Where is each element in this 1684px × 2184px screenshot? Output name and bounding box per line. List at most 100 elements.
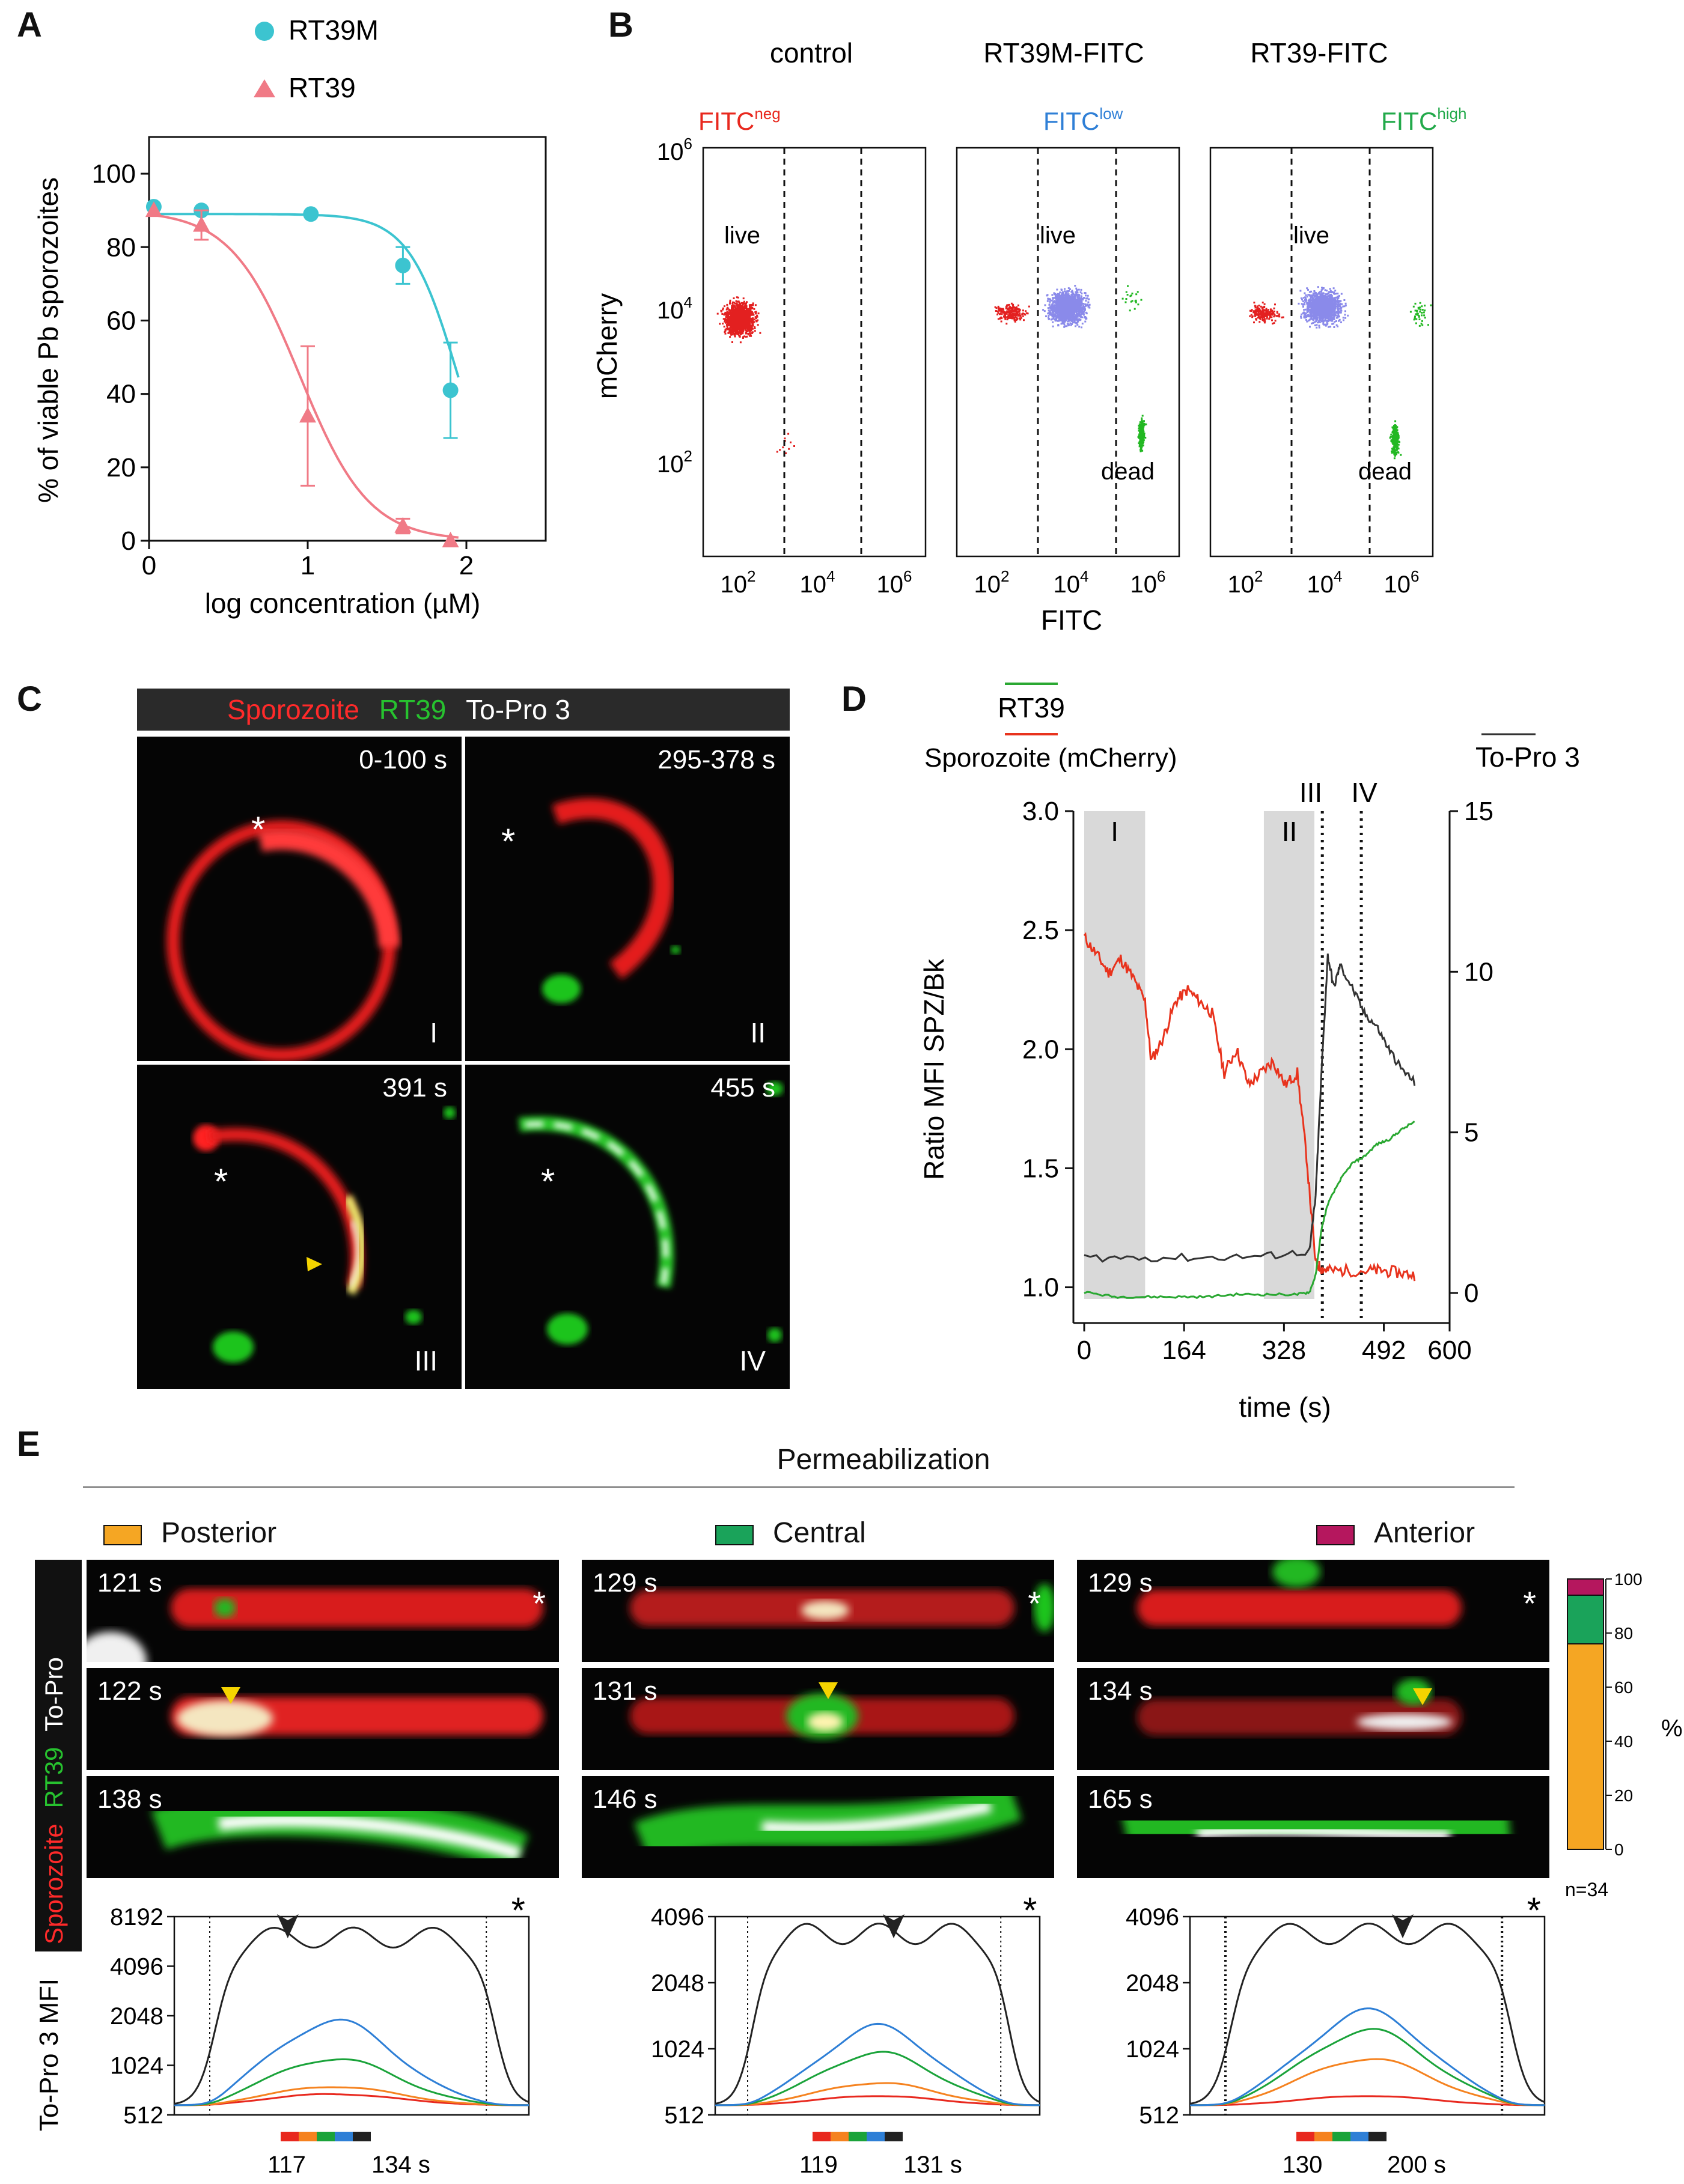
- frame-time: 122 s: [97, 1676, 162, 1706]
- bar-segment-central: [1567, 1595, 1604, 1644]
- panel-b-yticks: 106 104 102: [657, 135, 692, 478]
- micrograph-e-2-2: 131 s: [582, 1668, 1054, 1770]
- fitc-low-population: [1042, 285, 1091, 329]
- legend-swatch-anterior: [1316, 1525, 1355, 1545]
- header-topro: To-Pro 3: [466, 694, 570, 725]
- panel-d-ylabel: Ratio MFI SPZ/Bk: [918, 958, 950, 1180]
- panel-b-xlabel: FITC: [1041, 604, 1102, 636]
- bar-tick-label: 100: [1614, 1570, 1643, 1589]
- anterior-star: *: [501, 821, 516, 862]
- panel-b-flow-plots: control RT39M-FITC RT39-FITC FITCneg FIT…: [591, 37, 1466, 636]
- rt39-aggregate: [542, 975, 581, 1003]
- arrowhead-icon: [1392, 1914, 1414, 1938]
- time-scale-swatch: [867, 2132, 885, 2141]
- micrograph-c-frame-4: 455 s * IV: [465, 1065, 790, 1389]
- rt39-aggregate: [1034, 1584, 1054, 1632]
- permeabilized-region: [1356, 1714, 1453, 1730]
- time-scale-swatch: [353, 2132, 371, 2141]
- bar-tick-label: 40: [1614, 1732, 1633, 1751]
- profile-frame: [1189, 1915, 1546, 2116]
- flow-plot-rt39-frame: [1209, 147, 1434, 558]
- series-line: [1084, 1121, 1415, 1300]
- sporozoite-shape: [258, 829, 400, 948]
- frame-time: 295-378 s: [657, 745, 775, 774]
- xtick: 106: [1130, 567, 1166, 598]
- permeabilization-arrowhead-icon: [1413, 1688, 1432, 1705]
- anterior-star: *: [214, 1161, 228, 1202]
- panel-a-legend: RT39M RT39: [254, 14, 379, 103]
- profile-ytick-label: 4096: [110, 1954, 163, 1980]
- panel-d-xlabel: time (s): [1239, 1392, 1331, 1423]
- profile-curve: [1190, 2028, 1545, 2106]
- panel-label-c: C: [17, 680, 42, 719]
- xtick-label: 0: [1077, 1336, 1091, 1365]
- anterior-star: *: [541, 1161, 555, 1202]
- profile-curve: [1190, 2095, 1545, 2106]
- data-point-rt39: [145, 201, 162, 217]
- ytick-label: 40: [106, 380, 136, 409]
- profile-ytick-label: 1024: [1126, 2036, 1179, 2063]
- bar-tick-label: 20: [1614, 1786, 1633, 1805]
- ytick-label: 0: [121, 526, 136, 556]
- data-point-rt39m: [303, 206, 319, 222]
- bar-tick-label: 80: [1614, 1624, 1633, 1643]
- frame-time: 121 s: [97, 1568, 162, 1598]
- time-start-label: 130: [1283, 2152, 1323, 2178]
- bar-segment-anterior: [1567, 1578, 1604, 1596]
- flow-plot-control-frame: [702, 147, 927, 558]
- profile-ytick-label: 4096: [651, 1904, 704, 1930]
- rt39-aggregate: [671, 946, 680, 954]
- permeabilization-arrowhead-icon: [307, 1257, 322, 1271]
- panel-b-header-rt39m-fitc: RT39M-FITC: [983, 37, 1144, 68]
- frame-time: 131 s: [593, 1676, 657, 1706]
- panel-a-frame: [148, 136, 547, 542]
- anterior-star: *: [1523, 1584, 1536, 1622]
- time-start-label: 117: [267, 2152, 306, 2178]
- ytick-label: 60: [106, 306, 136, 335]
- bar-tick-label: 0: [1614, 1840, 1624, 1859]
- profile-curve: [174, 2058, 529, 2106]
- profile-frame: [173, 1915, 530, 2116]
- profile-curve: [174, 1926, 529, 2105]
- xtick: 102: [974, 567, 1010, 598]
- topro-signal: [349, 1220, 360, 1288]
- time-scale-swatch: [849, 2132, 867, 2141]
- anterior-star: *: [532, 1584, 546, 1622]
- scattered-events: [1409, 302, 1432, 327]
- region-label-iv: IV: [1351, 777, 1377, 808]
- time-end-label: 134 s: [371, 2152, 430, 2178]
- ytick-label: 100: [92, 159, 136, 189]
- topro-signal: [87, 1632, 147, 1662]
- legend-label-rt39m: RT39M: [288, 14, 379, 46]
- star-marker: *: [511, 1890, 525, 1930]
- xtick-label: 2: [459, 551, 474, 580]
- data-point-rt39: [193, 216, 210, 232]
- scattered-events: [776, 433, 795, 454]
- topro-signal: [218, 1813, 522, 1861]
- fit-curve-rt39: [148, 213, 459, 539]
- profile-ytick-label: 1024: [110, 2053, 163, 2079]
- panel-label-b: B: [608, 5, 633, 44]
- ytick-1e4: 104: [657, 293, 692, 324]
- region-label-iii: III: [1299, 777, 1322, 808]
- topro-signal: [1196, 1824, 1450, 1842]
- time-scale-swatch: [1296, 2132, 1314, 2141]
- ytick-1e6: 106: [657, 135, 692, 165]
- time-scale-swatch: [317, 2132, 335, 2141]
- profile-curve: [174, 2018, 529, 2106]
- permeabilization-arrowhead-icon: [819, 1682, 838, 1699]
- bar-unit: %: [1661, 1715, 1683, 1742]
- frame-time: 129 s: [1088, 1568, 1153, 1598]
- time-scale-swatch: [335, 2132, 353, 2141]
- time-start-label: 119: [799, 2152, 838, 2178]
- panel-b-xticks: 102 104 106 102 104 106 102 104 106: [721, 567, 1420, 598]
- ytick-1e2: 102: [657, 447, 692, 478]
- xtick: 104: [800, 567, 835, 598]
- region-label-ii: II: [1282, 816, 1298, 847]
- time-scale-swatch: [281, 2132, 299, 2141]
- time-scale-swatch: [1332, 2132, 1350, 2141]
- profile-ytick-label: 2048: [110, 2003, 163, 2030]
- fit-curve-rt39m: [149, 213, 460, 378]
- ytick-label-left: 1.0: [1022, 1273, 1059, 1303]
- gate-label-fitc-low: FITClow: [1043, 105, 1123, 135]
